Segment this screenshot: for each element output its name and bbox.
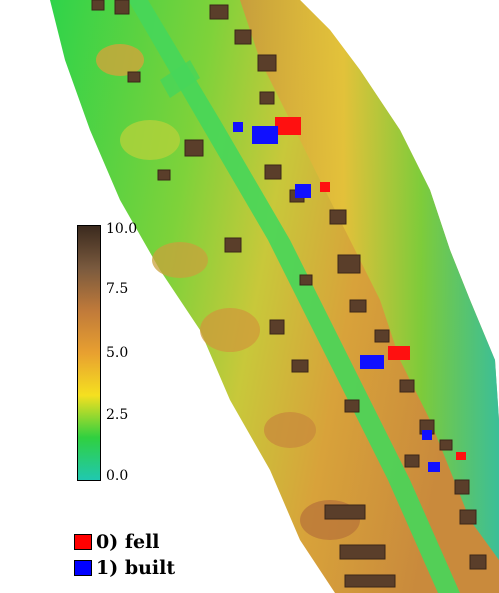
terrain-patches <box>96 44 360 540</box>
road <box>128 0 460 593</box>
legend-label: 1) built <box>96 557 176 579</box>
colorbar-tick: 10.0 <box>106 221 138 237</box>
colorbar-tick: 5.0 <box>106 345 129 361</box>
legend-item-fell: 0) fell <box>74 531 160 553</box>
legend-swatch-fell <box>74 534 92 550</box>
colorbar-tick: 2.5 <box>106 407 129 423</box>
elevation-colorbar <box>77 225 101 481</box>
change-built <box>233 122 440 472</box>
legend-label: 0) fell <box>96 531 160 553</box>
legend-swatch-built <box>74 560 92 576</box>
legend-item-built: 1) built <box>74 557 175 579</box>
cross-road <box>160 60 200 98</box>
colorbar-tick: 7.5 <box>106 281 129 297</box>
colorbar-tick: 0.0 <box>106 468 129 484</box>
change-fell <box>275 117 466 460</box>
